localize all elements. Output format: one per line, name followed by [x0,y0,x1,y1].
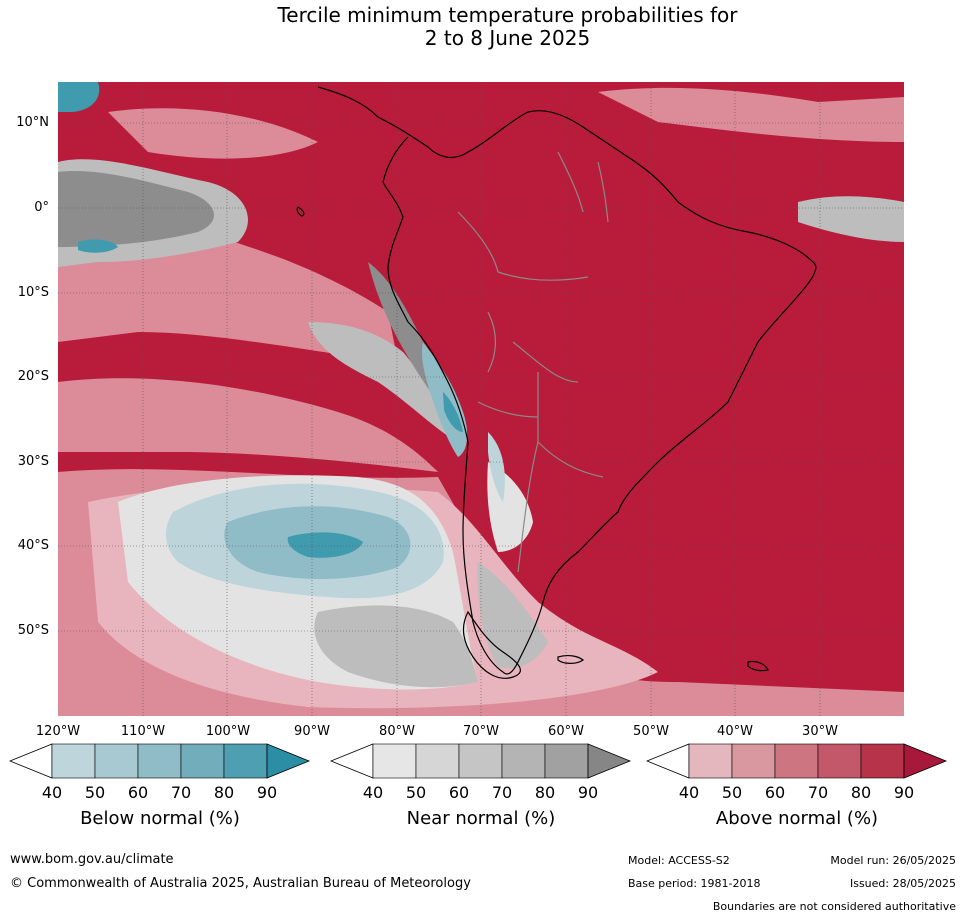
near-normal-colorbar [330,743,632,779]
colorbar-segment [51,743,96,779]
tick: 90 [577,783,599,802]
south-pacific-below-normal-peak [287,532,363,558]
colorbar-lower-extension [330,743,374,779]
tick: 50 [405,783,427,802]
equatorial-pacific-near-normal-dark [58,171,215,247]
atlantic-equator-near-normal [798,196,904,242]
tick: 90 [256,783,278,802]
colorbar-segment [223,743,268,779]
model-run-date: Model run: 26/05/2025 [830,854,956,867]
lat-label-10n: 10°N [16,115,49,130]
tick: 40 [41,783,63,802]
lon-label-90w: 90°W [294,724,330,739]
andes-below-normal-peak [443,392,463,432]
colorbar-lower-extension [9,743,53,779]
lat-label-20s: 20°S [17,369,49,384]
copyright-text: © Commonwealth of Australia 2025, Austra… [10,876,471,891]
tick: 40 [678,783,700,802]
colorbar-segment [817,743,862,779]
lat-label-40s: 40°S [17,538,49,553]
southeast-pacific-light-band [58,378,438,472]
near-normal-title: Near normal (%) [406,808,556,829]
lon-label-120w: 120°W [35,724,81,739]
lat-label-0: 0° [34,200,49,215]
southern-chile-near-normal [314,605,478,688]
lon-label-100w: 100°W [205,724,251,739]
lon-label-40w: 40°W [717,724,753,739]
lon-label-70w: 70°W [463,724,499,739]
colorbar-segment [415,743,460,779]
colorbar-upper-extension [266,743,311,779]
colorbar-segment [731,743,776,779]
lon-label-60w: 60°W [548,724,584,739]
colorbar-segment [137,743,182,779]
lon-label-110w: 110°W [120,724,166,739]
model-name: Model: ACCESS-S2 [628,854,730,867]
tick: 90 [893,783,915,802]
colorbar-segment [501,743,546,779]
lat-label-30s: 30°S [17,454,49,469]
tick: 50 [721,783,743,802]
tick: 80 [850,783,872,802]
central-pacific-light-band [108,108,318,159]
tick: 60 [448,783,470,802]
country-borders [457,151,609,573]
tick: 80 [534,783,556,802]
tick: 40 [362,783,384,802]
chart-title: Tercile minimum temperature probabilitie… [0,4,965,50]
colorbar-upper-extension [587,743,632,779]
northern-argentina-below-normal [488,432,505,502]
lon-label-80w: 80°W [379,724,415,739]
title-line-1: Tercile minimum temperature probabilitie… [277,3,738,27]
lat-label-50s: 50°S [17,623,49,638]
colorbar-segment [372,743,417,779]
colorbar-upper-extension [903,743,948,779]
colorbar-segment [458,743,503,779]
issued-date: Issued: 28/05/2025 [849,877,956,890]
tick: 70 [491,783,513,802]
patagonia-near-normal [477,562,548,669]
coastline [296,86,817,679]
colorbar-segment [544,743,589,779]
above-normal-title: Above normal (%) [715,808,879,829]
tick: 60 [764,783,786,802]
lat-label-10s: 10°S [17,285,49,300]
colorbar-segment [774,743,819,779]
tick: 50 [84,783,106,802]
website-link[interactable]: www.bom.gov.au/climate [10,852,174,867]
colorbar-segment [688,743,733,779]
colorbar-segment [180,743,225,779]
colorbar-segment [94,743,139,779]
nw-corner-below-normal [58,82,100,112]
tick: 60 [127,783,149,802]
boundaries-disclaimer: Boundaries are not considered authoritat… [712,900,956,913]
tick: 80 [213,783,235,802]
colorbar-lower-extension [646,743,690,779]
tick: 70 [170,783,192,802]
below-normal-colorbar [9,743,311,779]
below-normal-title: Below normal (%) [80,808,240,829]
equatorial-pacific-below-normal [78,239,118,253]
above-normal-colorbar [646,743,948,779]
base-period: Base period: 1981-2018 [628,877,761,890]
lon-label-30w: 30°W [802,724,838,739]
probability-map [58,82,904,716]
north-atlantic-light-band [598,87,904,142]
peru-coast-near-normal [308,322,458,442]
colorbar-segment [860,743,905,779]
map-canvas [58,82,904,716]
title-line-2: 2 to 8 June 2025 [424,26,591,50]
lon-label-50w: 50°W [633,724,669,739]
tick: 70 [807,783,829,802]
